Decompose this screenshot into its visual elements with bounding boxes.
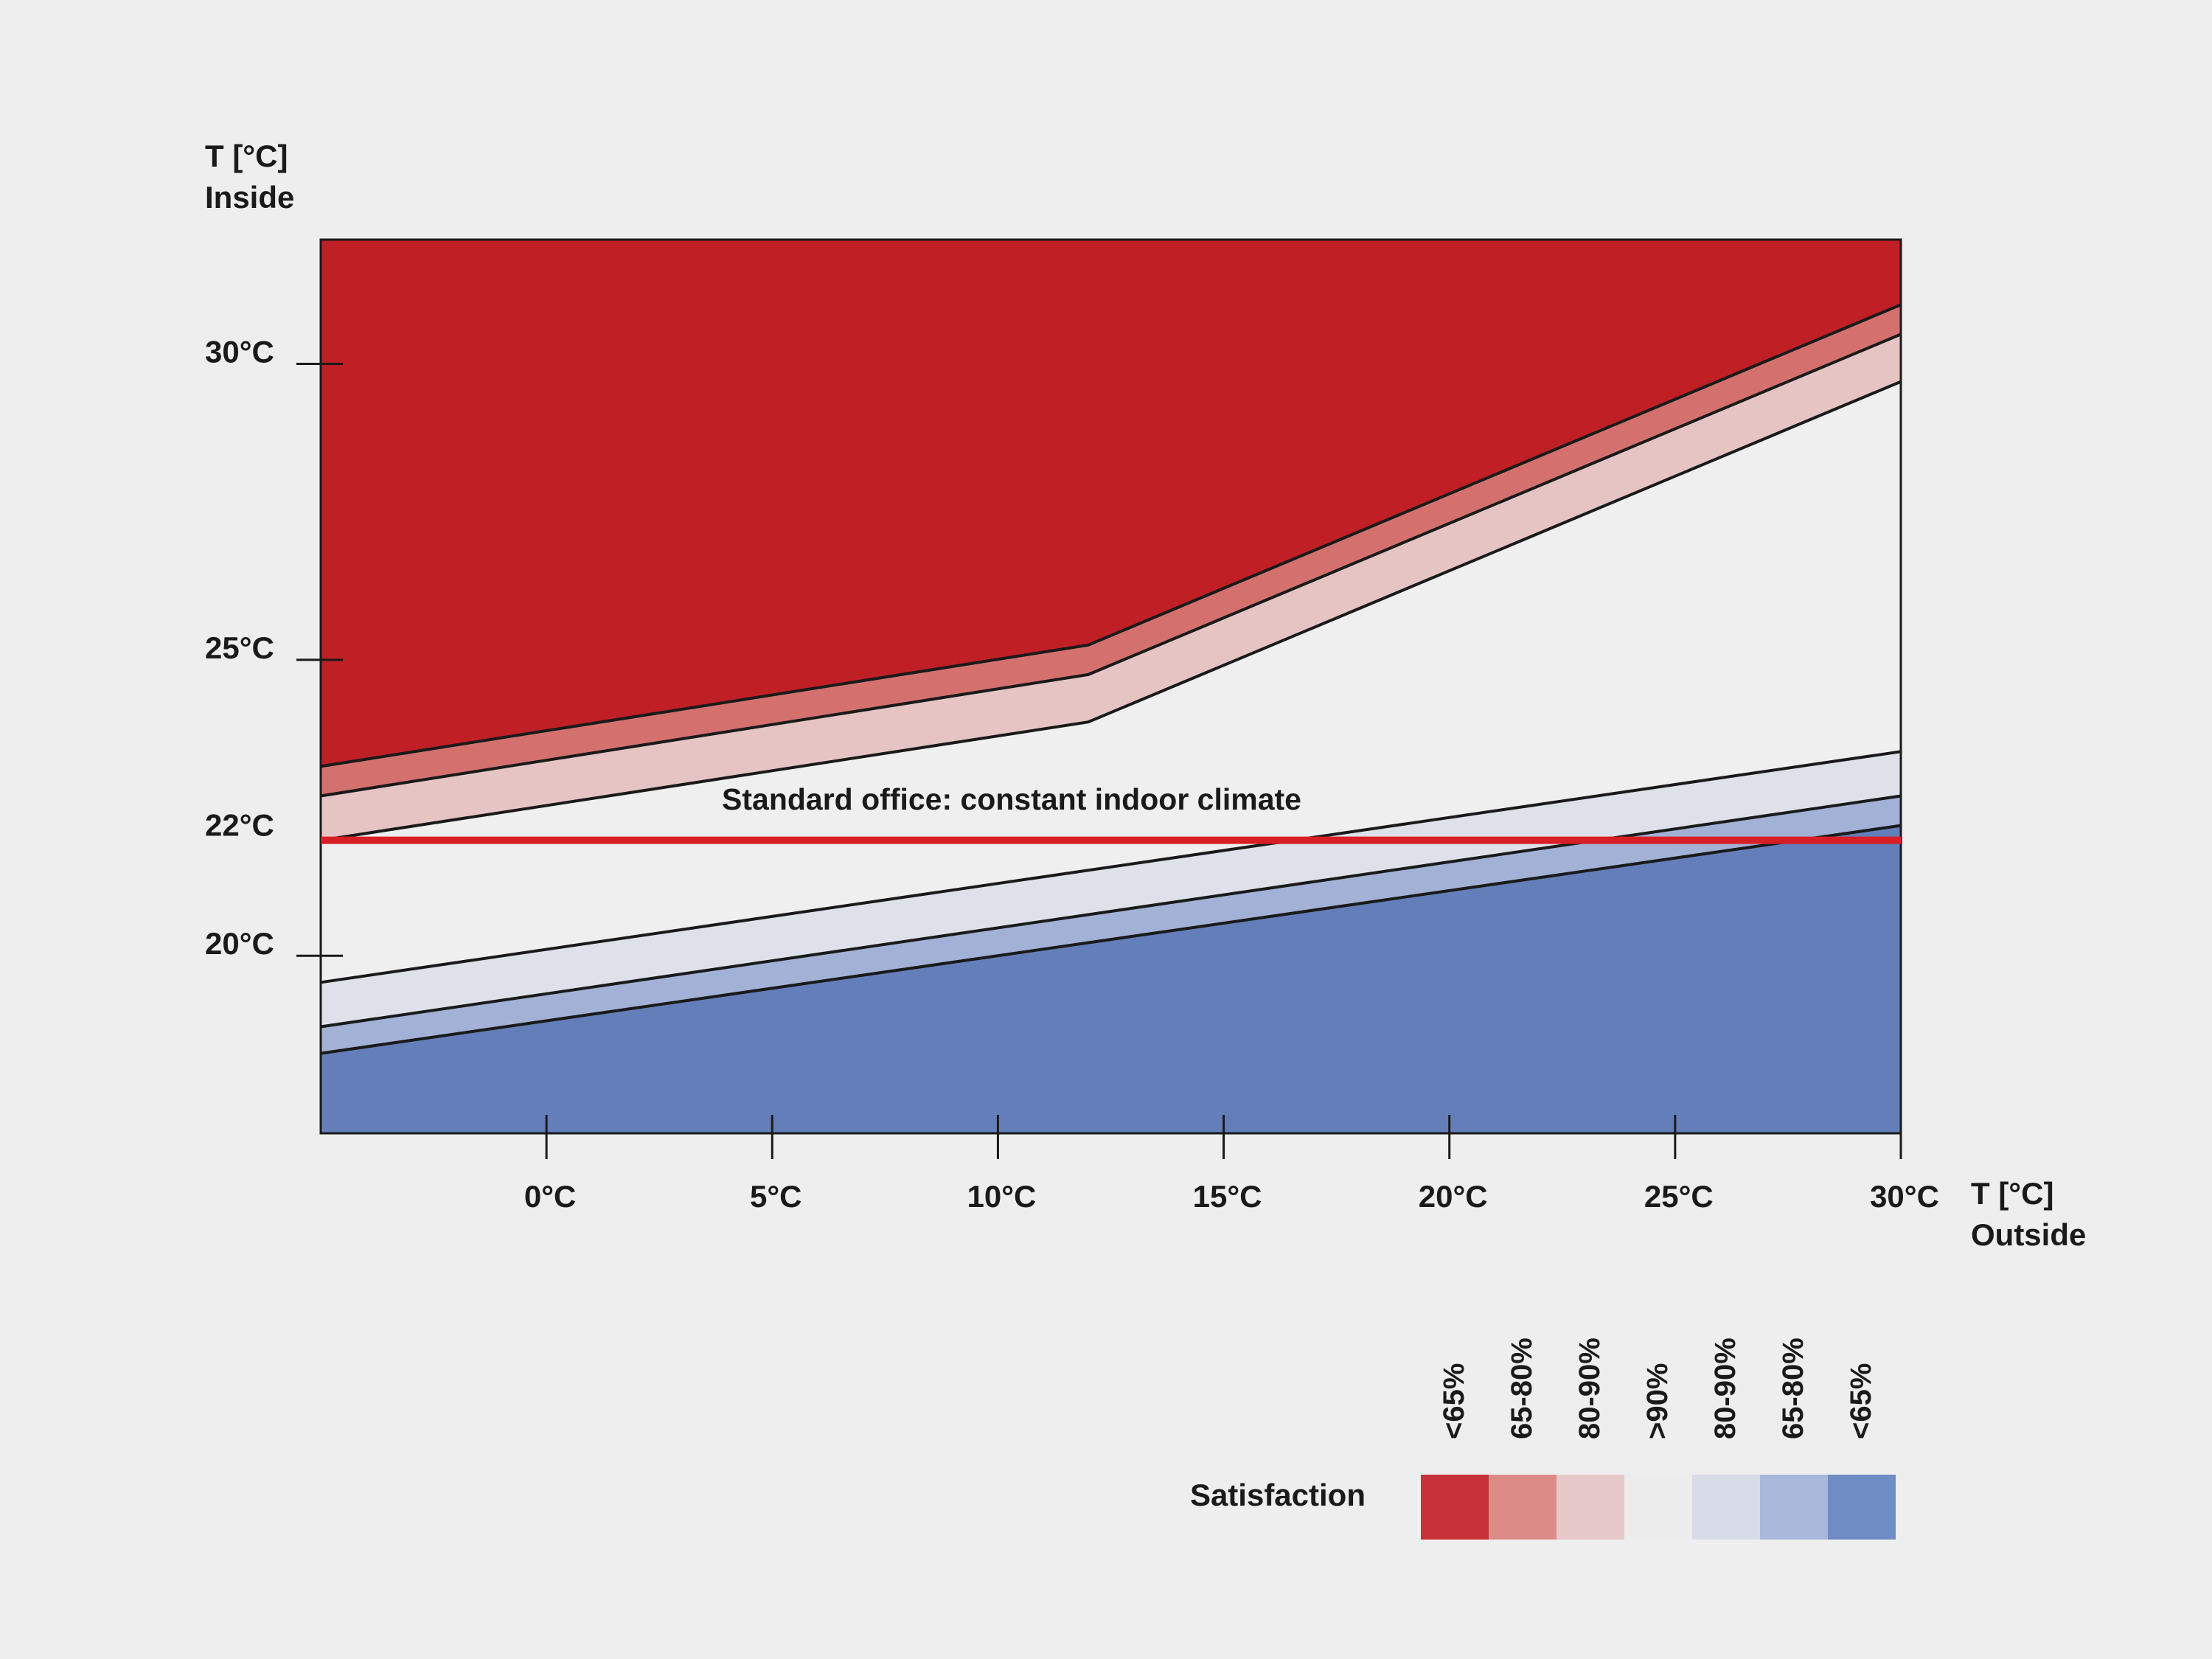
x-tick-label: 20°C [1419,1179,1488,1214]
legend-swatch [1828,1475,1896,1540]
boundary-upper-90 [320,380,1902,842]
legend-swatch [1489,1475,1557,1540]
legend-title: Satisfaction [1190,1478,1366,1512]
zone-1 [321,305,1901,796]
zone-5 [321,796,1901,1054]
x-tick-label: 25°C [1644,1179,1714,1214]
y-axis-subtitle: Inside [205,180,294,215]
x-tick-label: 0°C [524,1179,577,1214]
boundary-upper-80 [320,333,1902,798]
legend-label: 65-80% [1506,1338,1538,1439]
zone-3 [321,381,1901,983]
x-axis: 0°C 5°C 10°C 15°C 20°C 25°C 30°C [524,1115,1939,1214]
boundary-lower-65 [320,824,1902,1055]
legend-swatch [1760,1475,1828,1540]
legend-swatch [1421,1475,1489,1540]
y-tick-label: 20°C [205,926,274,961]
y-axis: 30°C 25°C 22°C 20°C [205,335,343,961]
x-tick-label: 10°C [967,1179,1037,1214]
reference-line-label: Standard office: constant indoor climate [722,782,1301,816]
boundary-lower-80 [320,794,1902,1029]
y-axis-title: T [°C] [205,139,288,173]
x-tick-label: 15°C [1193,1179,1262,1214]
legend-label: >90% [1641,1363,1674,1439]
plot-frame [319,238,1902,1135]
zone-2 [321,334,1901,841]
legend-swatch [1624,1475,1692,1540]
x-tick-label: 5°C [750,1179,802,1214]
zone-4 [321,751,1901,1027]
y-tick-label: 30°C [205,335,274,369]
x-axis-subtitle: Outside [1971,1217,2086,1252]
x-tick-label: 30°C [1870,1179,1939,1214]
legend-label: 80-90% [1573,1338,1606,1439]
zone-boundaries [320,303,1902,1055]
legend-label: 80-90% [1709,1338,1742,1439]
x-axis-title: T [°C] [1971,1176,2053,1211]
zone-6 [321,825,1901,1133]
legend-label: <65% [1438,1363,1470,1439]
legend-swatch [1692,1475,1760,1540]
boundary-upper-65 [320,303,1902,768]
satisfaction-legend: Satisfaction <65% 65-80% 80-90% >90% 80-90% 6… [1190,1338,1896,1540]
boundary-lower-90 [320,750,1902,984]
comfort-zones [321,240,1901,1133]
legend-swatch [1557,1475,1624,1540]
y-tick-label: 25°C [205,630,274,665]
legend-label: 65-80% [1777,1338,1809,1439]
zone-0 [321,240,1901,767]
y-tick-label: 22°C [205,808,274,843]
legend-label: <65% [1845,1363,1877,1439]
